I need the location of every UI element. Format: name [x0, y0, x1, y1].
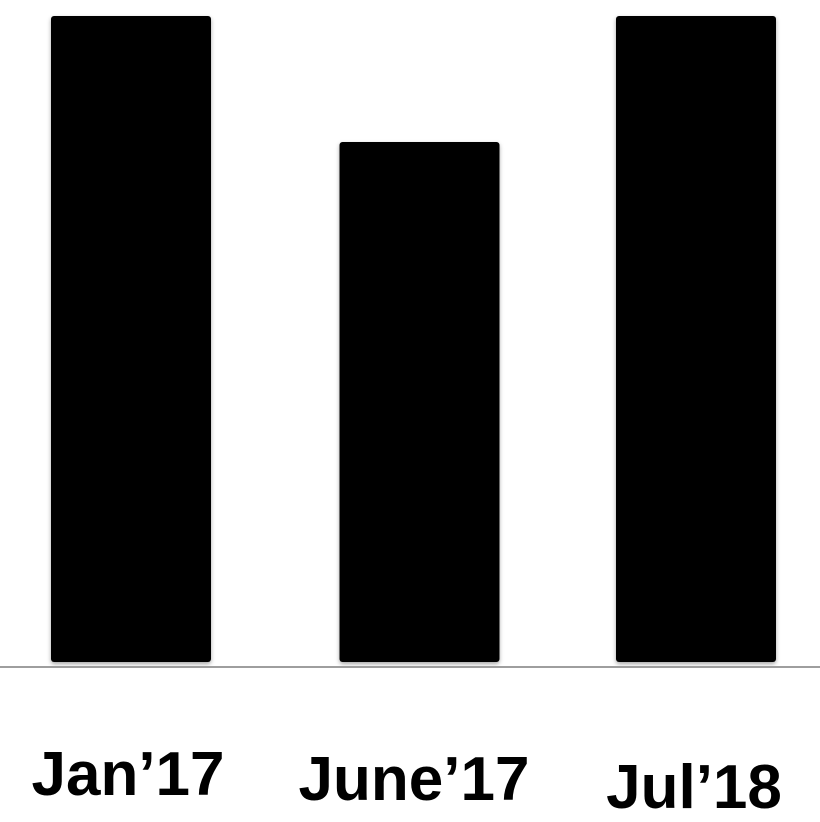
x-tick-label-1: June’17: [299, 745, 530, 814]
bar-2: [616, 16, 776, 662]
x-tick-labels: Jan’17 June’17 Jul’18: [31, 740, 781, 822]
bar-1: [339, 141, 500, 663]
bar-0: [51, 16, 211, 662]
bars-group: [51, 16, 776, 663]
x-tick-label-0: Jan’17: [31, 740, 224, 809]
x-tick-label-2: Jul’18: [606, 753, 782, 822]
